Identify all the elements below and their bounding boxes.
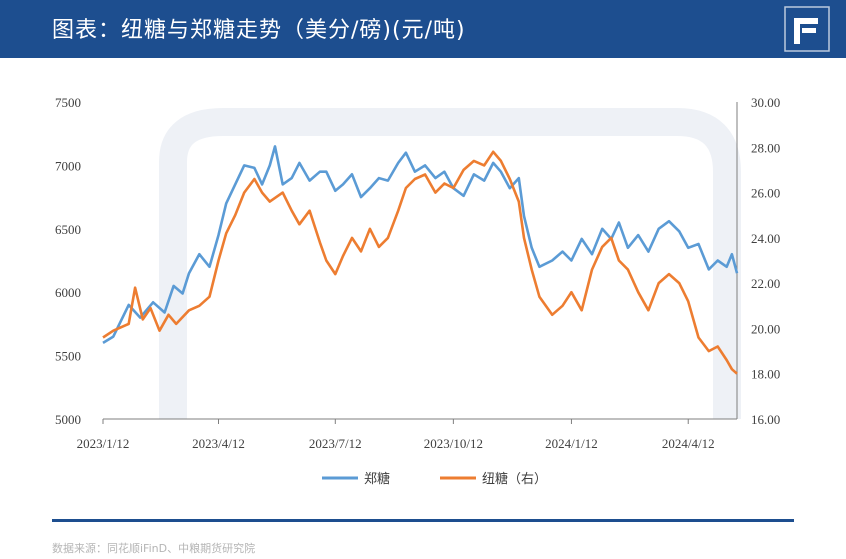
header-bar: 图表：纽糖与郑糖走势（美分/磅)(元/吨)	[0, 0, 846, 58]
y-left-tick-label: 6000	[55, 285, 81, 300]
y-right-tick-label: 20.00	[751, 321, 780, 336]
y-right-tick-label: 24.00	[751, 231, 780, 246]
y-left-tick-label: 5500	[55, 349, 81, 364]
page-title: 图表：纽糖与郑糖走势（美分/磅)(元/吨)	[52, 18, 466, 43]
x-tick-label: 2023/7/12	[309, 436, 362, 451]
y-left-tick-label: 7500	[55, 95, 81, 110]
y-right-tick-label: 26.00	[751, 186, 780, 201]
y-left-tick-label: 6500	[55, 222, 81, 237]
y-left-tick-label: 5000	[55, 412, 81, 427]
y-right-tick-label: 22.00	[751, 276, 780, 291]
x-tick-label: 2023/4/12	[192, 436, 245, 451]
series-line-zhengtang	[102, 145, 739, 345]
y-left-tick-label: 7000	[55, 158, 81, 173]
y-right-tick-label: 16.00	[751, 412, 780, 427]
divider	[52, 519, 794, 522]
x-tick-label: 2023/10/12	[424, 436, 483, 451]
y-right-tick-label: 28.00	[751, 140, 780, 155]
company-logo-icon	[784, 6, 830, 52]
y-right-tick-label: 30.00	[751, 95, 780, 110]
x-tick-label: 2024/1/12	[545, 436, 598, 451]
legend-label: 纽糖（右）	[482, 471, 547, 487]
line-chart: 7500 7000 6500 6000 5500 5000 30.00 28.00 26.00 2…	[55, 95, 780, 487]
background-watermark	[159, 108, 741, 419]
source-note: 数据来源：同花顺iFinD、中粮期货研究院	[52, 542, 256, 555]
chart-container: 7500 7000 6500 6000 5500 5000 30.00 28.00 26.00 2…	[0, 60, 846, 500]
series-line-niutang	[102, 150, 738, 375]
y-right-tick-label: 18.00	[751, 367, 780, 382]
x-tick-label: 2023/1/12	[77, 436, 130, 451]
x-tick-label: 2024/4/12	[662, 436, 715, 451]
legend-label: 郑糖	[364, 471, 390, 487]
